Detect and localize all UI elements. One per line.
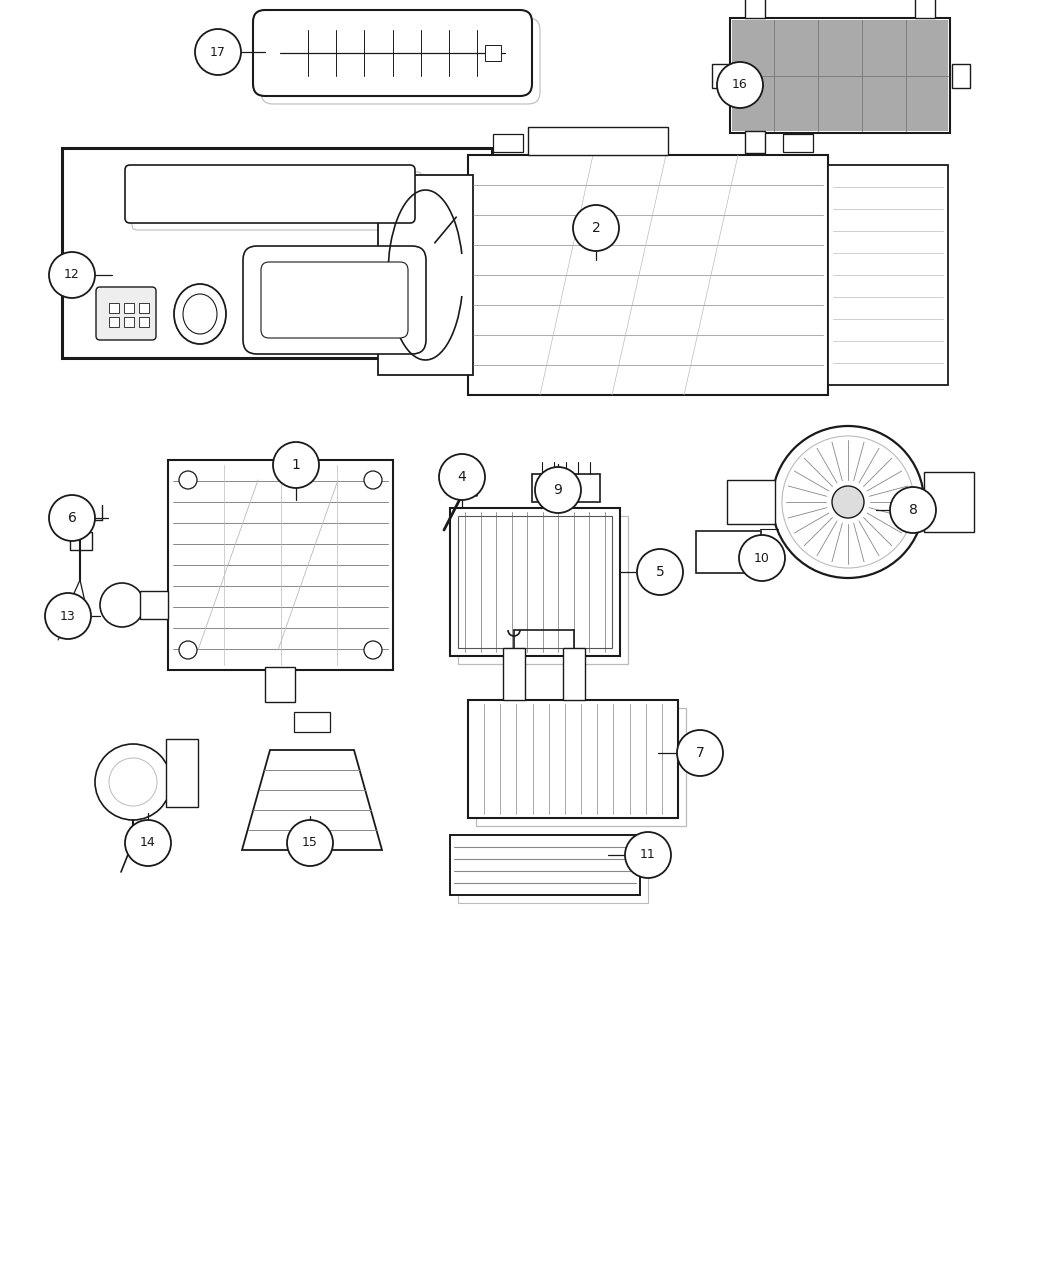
Bar [712,64,730,88]
Circle shape [178,641,197,659]
Bar [458,843,648,903]
FancyBboxPatch shape [261,261,408,338]
Circle shape [125,820,171,866]
Circle shape [100,583,144,627]
Bar [915,0,934,18]
Bar [828,164,948,385]
Polygon shape [242,750,382,850]
Ellipse shape [183,295,217,334]
FancyBboxPatch shape [253,10,532,96]
Text: 5: 5 [655,565,665,579]
Circle shape [49,495,94,541]
Text: 17: 17 [210,46,226,59]
Bar [265,667,295,703]
Circle shape [832,486,864,518]
Bar [783,134,813,152]
FancyBboxPatch shape [261,18,540,105]
Circle shape [739,536,785,581]
Circle shape [45,593,91,639]
Circle shape [573,205,620,251]
Bar [70,532,92,550]
Bar [124,303,134,312]
Bar [139,303,149,312]
Text: 14: 14 [140,836,155,849]
FancyBboxPatch shape [132,172,422,229]
Bar [468,156,828,395]
Circle shape [109,759,158,806]
Text: 8: 8 [908,504,918,516]
Bar [727,479,775,524]
Bar [62,148,492,358]
Bar [450,835,640,895]
Bar [294,711,330,732]
Text: 1: 1 [292,458,300,472]
Bar [746,0,765,18]
Bar [450,507,620,657]
Circle shape [772,426,924,578]
Circle shape [890,487,936,533]
Bar [124,317,134,326]
Bar [696,530,761,572]
Text: 13: 13 [60,609,76,622]
Bar [746,131,765,153]
Bar [732,20,948,131]
Text: 11: 11 [640,848,656,862]
Ellipse shape [174,284,226,344]
Text: 16: 16 [732,79,748,92]
Bar [166,740,198,807]
Bar [168,460,393,669]
Circle shape [637,550,683,595]
FancyBboxPatch shape [243,246,426,354]
Circle shape [178,470,197,490]
Circle shape [273,442,319,488]
Circle shape [364,641,382,659]
Bar [140,592,168,618]
Circle shape [49,252,94,298]
Text: 10: 10 [754,552,770,565]
FancyBboxPatch shape [125,164,415,223]
Bar [730,18,950,133]
Bar [458,516,612,648]
Circle shape [677,731,723,776]
Bar [528,128,668,156]
Bar [952,64,970,88]
Circle shape [717,62,763,108]
Bar [494,134,523,152]
Circle shape [364,470,382,490]
Circle shape [782,436,914,567]
Circle shape [195,29,242,75]
Bar [109,317,119,326]
Text: 9: 9 [553,483,563,497]
Text: 7: 7 [695,746,705,760]
Text: 15: 15 [302,836,318,849]
Circle shape [287,820,333,866]
FancyBboxPatch shape [96,287,156,340]
Circle shape [439,454,485,500]
Bar [468,700,678,819]
Bar [109,303,119,312]
Text: 6: 6 [67,511,77,525]
Circle shape [536,467,581,513]
Bar [532,474,600,502]
Bar [476,708,686,826]
Bar [503,648,525,700]
Text: 12: 12 [64,269,80,282]
Bar [378,175,472,375]
Text: 2: 2 [591,221,601,235]
Bar [139,317,149,326]
Circle shape [94,745,171,820]
Text: 4: 4 [458,470,466,484]
Bar [458,516,628,664]
Bar [924,472,974,532]
Circle shape [625,833,671,878]
Bar [485,45,501,61]
Bar [563,648,585,700]
